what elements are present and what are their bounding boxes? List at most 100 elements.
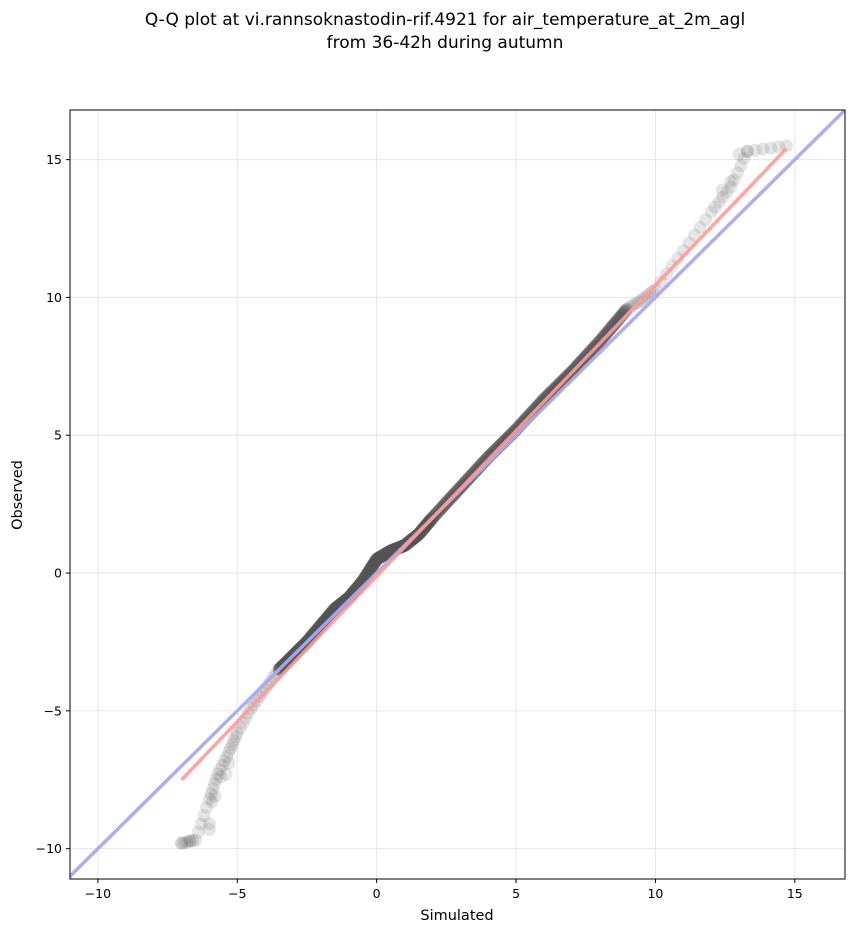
- quantile-point: [317, 615, 331, 629]
- quantile-point: [373, 550, 387, 564]
- y-tick-label: −10: [36, 841, 62, 856]
- quantile-point: [202, 792, 216, 806]
- quantile-point: [376, 548, 390, 562]
- quantile-point: [716, 190, 730, 204]
- quantile-point: [370, 552, 384, 566]
- y-axis-label: Observed: [10, 460, 26, 530]
- quantile-point: [362, 564, 376, 578]
- quantile-points: [175, 139, 793, 850]
- quantile-point: [319, 612, 333, 626]
- quantile-point: [727, 173, 741, 187]
- quantile-point: [241, 706, 255, 720]
- x-tick-label: −10: [85, 886, 111, 901]
- quantile-point: [607, 318, 621, 332]
- chart-title-line2: from 36-42h during autumn: [327, 33, 564, 53]
- quantile-point: [734, 159, 748, 173]
- tail-quantile-point: [202, 822, 216, 836]
- quantile-point: [211, 767, 225, 781]
- quantile-point: [378, 547, 392, 561]
- grid-lines: [70, 110, 845, 879]
- quantile-point: [217, 754, 231, 768]
- quantile-point: [222, 745, 236, 759]
- quantile-point: [626, 298, 640, 312]
- tail-quantile-point: [222, 756, 236, 770]
- tail-quantile-point: [208, 789, 222, 803]
- quantile-point: [366, 558, 380, 572]
- quantile-point: [699, 213, 713, 227]
- quantile-point: [604, 321, 618, 335]
- plot-content: [70, 110, 845, 879]
- quantile-point: [209, 772, 223, 786]
- quantile-point: [608, 317, 622, 331]
- quantile-point: [724, 180, 738, 194]
- plot-area: [70, 110, 845, 879]
- quantile-point: [369, 553, 383, 567]
- quantile-point: [207, 777, 221, 791]
- x-tick-label: 0: [373, 886, 381, 901]
- quantile-point: [374, 550, 388, 564]
- quantile-point: [233, 721, 247, 735]
- y-tick-label: −5: [44, 703, 62, 718]
- quantile-point: [381, 545, 395, 559]
- quantile-point: [213, 763, 227, 777]
- tail-quantile-point: [202, 817, 216, 831]
- quantile-point: [748, 143, 762, 157]
- quantile-point: [320, 611, 334, 625]
- y-tick-label: 15: [46, 152, 62, 167]
- quantile-point: [687, 228, 701, 242]
- plot-frame: [69, 109, 846, 880]
- quantile-point: [365, 560, 379, 574]
- quantile-point: [206, 782, 220, 796]
- quantile-point: [365, 559, 379, 573]
- quantile-point: [606, 319, 620, 333]
- quantile-point: [598, 328, 612, 342]
- quantile-point: [363, 562, 377, 576]
- quantile-point: [601, 324, 615, 338]
- quantile-point: [368, 556, 382, 570]
- quantile-point: [225, 737, 239, 751]
- quantile-point: [180, 835, 194, 849]
- quantile-point: [317, 615, 331, 629]
- quantile-point: [191, 825, 205, 839]
- tail-quantile-point: [779, 139, 793, 153]
- quantile-point: [720, 185, 734, 199]
- x-tick-label: −5: [228, 886, 246, 901]
- quantile-point: [376, 549, 390, 563]
- quantile-point: [204, 787, 218, 801]
- quantile-point: [600, 326, 614, 340]
- chart-title-line1: Q-Q plot at vi.rannsoknastodin-rif.4921 …: [145, 10, 745, 30]
- quantile-point: [364, 561, 378, 575]
- quantile-point: [183, 835, 197, 849]
- y-tick-label: 5: [54, 428, 62, 443]
- quantile-point: [316, 616, 330, 630]
- quantile-point: [372, 551, 386, 565]
- x-tick-label: 15: [787, 886, 803, 901]
- quantile-point: [318, 614, 332, 628]
- x-axis-ticks: −10 −5 0 5 10 15: [85, 879, 803, 901]
- x-tick-label: 5: [512, 886, 520, 901]
- quantile-point: [377, 548, 391, 562]
- quantile-point: [671, 251, 685, 265]
- quantile-point: [197, 809, 211, 823]
- x-axis-label: Simulated: [420, 908, 493, 924]
- quantile-point: [200, 800, 214, 814]
- tail-quantile-point: [219, 767, 233, 781]
- quantile-point: [378, 548, 392, 562]
- quantile-point: [230, 726, 244, 740]
- quantile-point: [363, 563, 377, 577]
- y-tick-label: 10: [46, 290, 62, 305]
- quantile-point: [373, 550, 387, 564]
- quantile-point: [175, 836, 189, 850]
- quantile-point: [599, 327, 613, 341]
- quantile-point: [194, 817, 208, 831]
- quantile-point: [602, 323, 616, 337]
- x-tick-label: 10: [647, 886, 663, 901]
- quantile-point: [371, 551, 385, 565]
- quantile-point: [370, 552, 384, 566]
- quantile-point: [737, 152, 751, 166]
- tail-quantile-point: [740, 144, 754, 158]
- quantile-point: [177, 836, 191, 850]
- tail-quantile-point: [214, 770, 228, 784]
- quantile-point: [229, 730, 243, 744]
- quantile-point: [364, 562, 378, 576]
